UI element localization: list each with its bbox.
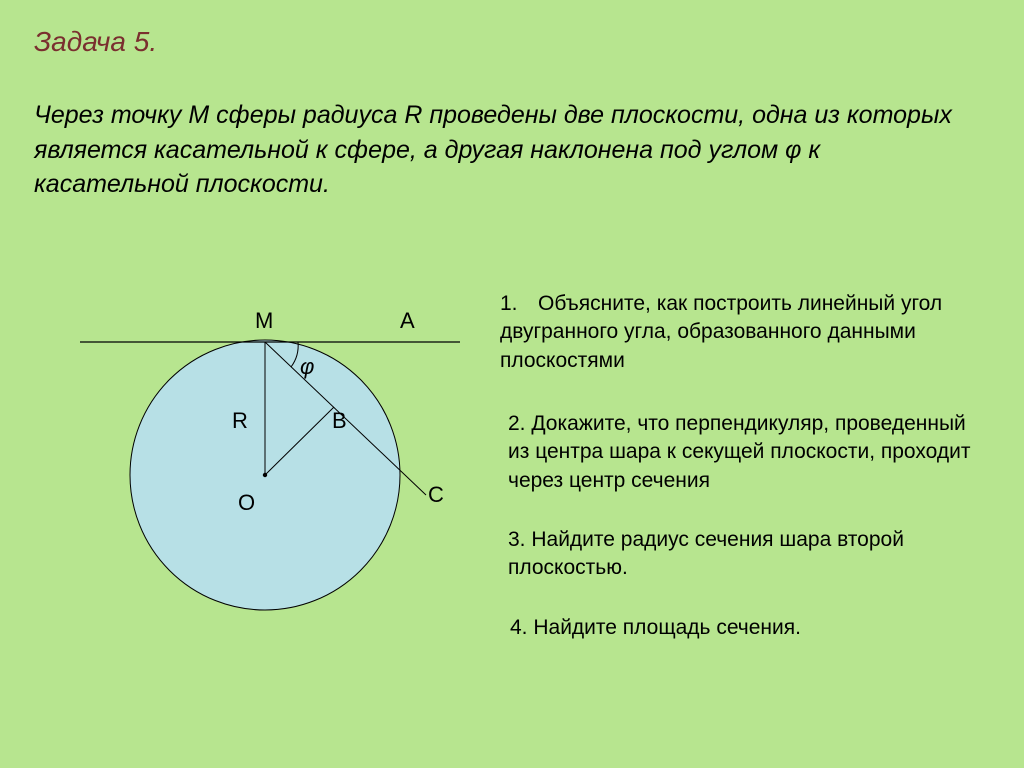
label-a: А — [400, 308, 415, 333]
question-2: 2. Докажите, что перпендикуляр, проведен… — [508, 410, 988, 495]
label-c: С — [428, 482, 444, 507]
label-b: В — [332, 408, 347, 433]
problem-statement: Через точку М сферы радиуса R проведены … — [34, 98, 974, 202]
label-o: О — [238, 490, 255, 515]
question-4: 4. Найдите площадь сечения. — [510, 614, 990, 642]
label-phi: φ — [300, 354, 314, 379]
label-r: R — [232, 408, 248, 433]
question-1-number: 1. — [500, 290, 538, 318]
center-dot — [263, 473, 267, 477]
question-3: 3. Найдите радиус сечения шара второй пл… — [508, 526, 988, 583]
problem-title: Задача 5. — [34, 26, 157, 58]
label-m: М — [255, 308, 273, 333]
question-1: 1.Объясните, как построить линейный угол… — [500, 290, 980, 375]
geometry-diagram: М А В С О R φ — [30, 270, 480, 640]
question-1-text: Объясните, как построить линейный угол д… — [500, 292, 942, 372]
